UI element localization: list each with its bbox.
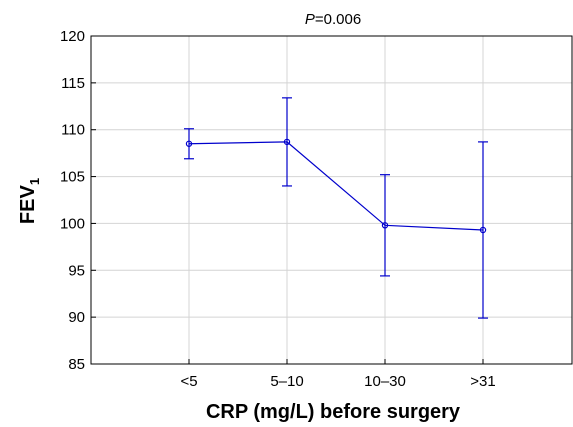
y-tick-label: 85 <box>68 356 85 373</box>
data-point <box>479 226 487 234</box>
y-axis: 85 90 95 100 105 110 115 120 <box>60 28 96 373</box>
y-axis-title-main: FEV <box>17 185 39 225</box>
y-tick-label: 100 <box>60 215 85 232</box>
y-tick-label: 115 <box>61 75 85 92</box>
data-point <box>185 140 193 147</box>
p-value-text: =0.006 <box>315 11 361 28</box>
data-point <box>381 222 389 229</box>
p-value-annotation: P=0.006 <box>305 11 361 28</box>
x-axis: <5 5–10 10–30 >31 <box>180 359 496 390</box>
series-line <box>188 141 484 231</box>
y-tick-label: 120 <box>60 28 85 45</box>
y-tick-label: 90 <box>68 309 85 326</box>
x-tick-label: 5–10 <box>270 373 303 390</box>
data-point <box>283 138 291 146</box>
y-tick-label: 95 <box>68 262 85 279</box>
p-value-italic: P <box>305 11 315 28</box>
x-axis-title: CRP (mg/L) before surgery <box>206 401 461 423</box>
x-tick-label: 10–30 <box>364 373 406 390</box>
y-axis-title-sub: 1 <box>27 178 42 185</box>
y-tick-label: 110 <box>61 122 85 139</box>
y-axis-title: FEV1 <box>17 178 42 224</box>
x-tick-label: <5 <box>180 373 197 390</box>
plot-frame <box>90 35 573 365</box>
error-bars <box>184 97 488 319</box>
data-points <box>185 138 487 234</box>
grid <box>91 36 572 364</box>
y-tick-label: 105 <box>60 169 85 186</box>
x-tick-label: >31 <box>470 373 495 390</box>
